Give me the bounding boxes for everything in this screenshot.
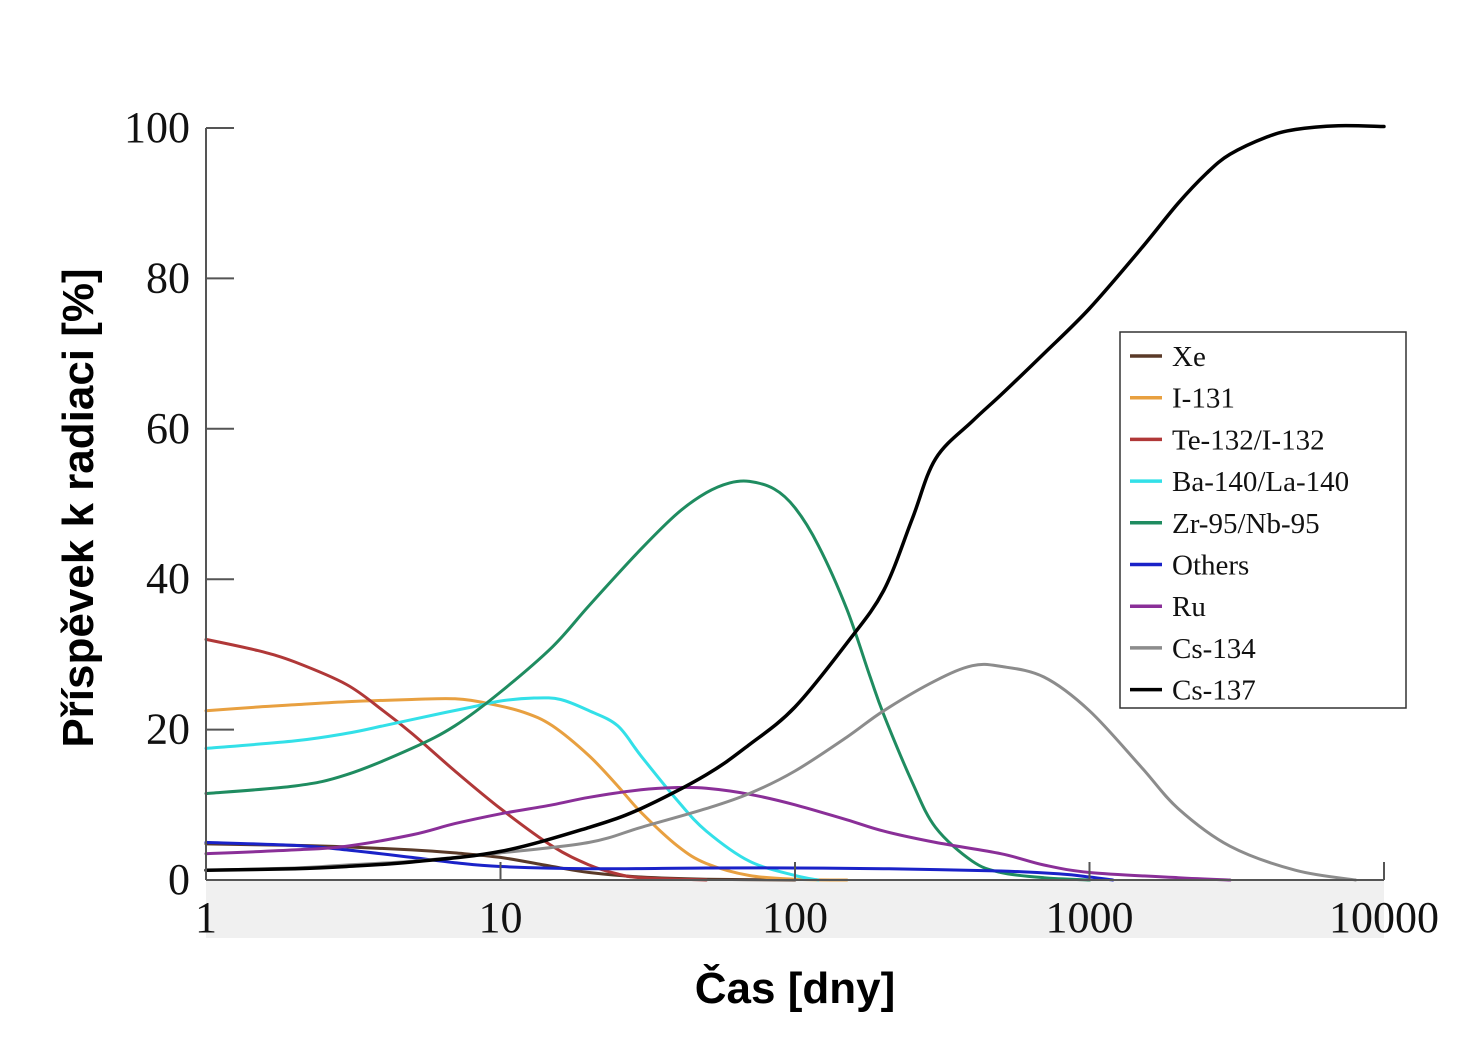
series-layer [204,123,1386,882]
legend-label-8: Cs-137 [1172,675,1256,707]
series-line-8 [204,123,1386,872]
x-axis-title: Čas [dny] [695,962,895,1013]
series-line-6 [204,785,1232,882]
y-tick-label-2: 40 [146,554,190,603]
legend-label-2: Te-132/I-132 [1172,424,1325,456]
legend-label-5: Others [1172,550,1249,582]
legend-label-0: Xe [1172,341,1206,373]
y-tick-label-1: 20 [146,705,190,754]
legend-label-4: Zr-95/Nb-95 [1172,508,1320,540]
series-line-2 [204,637,708,882]
y-tick-label-0: 0 [168,855,190,904]
series-line-4 [204,479,1091,882]
y-tick-label-4: 80 [146,253,190,302]
legend-label-1: I-131 [1172,383,1235,415]
y-tick-label-5: 100 [124,103,190,152]
y-tick-label-3: 60 [146,404,190,453]
y-axis-title: Příspěvek k radiaci [%] [54,268,103,747]
x-ticks: 1 10 100 1000 10000 [195,862,1439,942]
legend-label-3: Ba-140/La-140 [1172,466,1349,498]
x-tick-label-3: 1000 [1046,893,1134,942]
series-line-3 [204,696,820,882]
legend-box [1119,331,1407,709]
x-tick-label-1: 10 [479,893,523,942]
x-axis-band [206,880,1384,938]
x-tick-label-0: 1 [195,893,217,942]
series-line-5 [204,840,1115,882]
legend: Xe I-131 Te-132/I-132 Ba-140/La-140 Zr-95/Nb… [1119,331,1407,709]
legend-label-7: Cs-134 [1172,633,1256,665]
y-ticks: 0 20 40 60 80 100 [124,103,234,904]
x-tick-label-4: 10000 [1329,893,1439,942]
x-tick-label-2: 100 [762,893,828,942]
legend-label-6: Ru [1172,591,1206,623]
